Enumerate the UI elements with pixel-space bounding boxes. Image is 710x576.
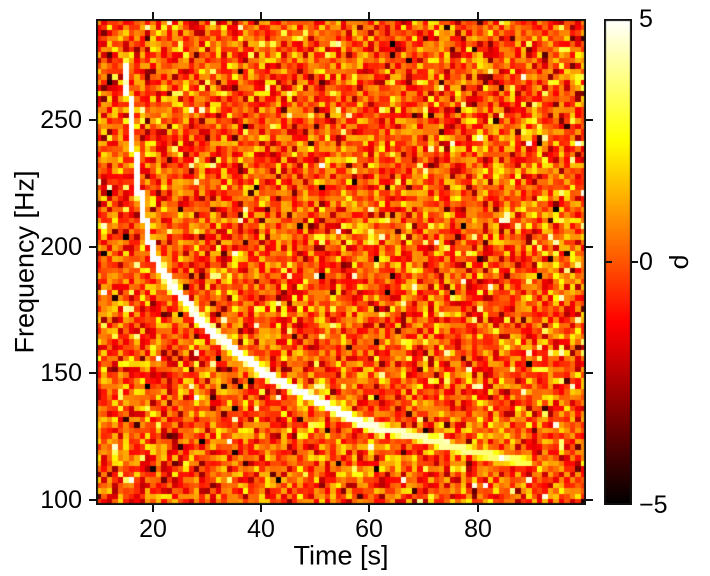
x-tick-label: 40: [247, 515, 275, 543]
y-tick-mark: [89, 372, 96, 374]
y-tick-mark-right: [586, 372, 593, 374]
y-tick-label: 100: [40, 486, 82, 514]
y-tick-mark-right: [586, 246, 593, 248]
y-tick-mark: [89, 119, 96, 121]
x-tick-label: 20: [139, 515, 167, 543]
colorbar-tick-mark-right: [632, 261, 638, 263]
x-tick-mark-top: [152, 12, 154, 19]
spectrogram-heatmap: [96, 19, 586, 505]
colorbar-tick-mark-left: [606, 261, 612, 263]
y-tick-mark-right: [586, 119, 593, 121]
x-tick-mark-top: [477, 12, 479, 19]
x-tick-mark: [368, 505, 370, 512]
y-tick-label: 200: [40, 233, 82, 261]
y-tick-mark: [89, 499, 96, 501]
y-axis-title: Frequency [Hz]: [9, 170, 40, 354]
colorbar-tick-label: −5: [639, 491, 668, 519]
y-tick-label: 250: [40, 106, 82, 134]
x-axis-title: Time [s]: [293, 540, 389, 571]
x-tick-mark: [260, 505, 262, 512]
colorbar-tick-label: 0: [639, 248, 653, 276]
y-tick-mark-right: [586, 499, 593, 501]
y-tick-label: 150: [40, 359, 82, 387]
x-tick-label: 60: [355, 515, 383, 543]
y-tick-mark: [89, 246, 96, 248]
colorbar-tick-label: 5: [639, 5, 653, 33]
x-tick-label: 80: [464, 515, 492, 543]
x-tick-mark: [477, 505, 479, 512]
x-tick-mark-top: [368, 12, 370, 19]
x-tick-mark-top: [260, 12, 262, 19]
x-tick-mark: [152, 505, 154, 512]
